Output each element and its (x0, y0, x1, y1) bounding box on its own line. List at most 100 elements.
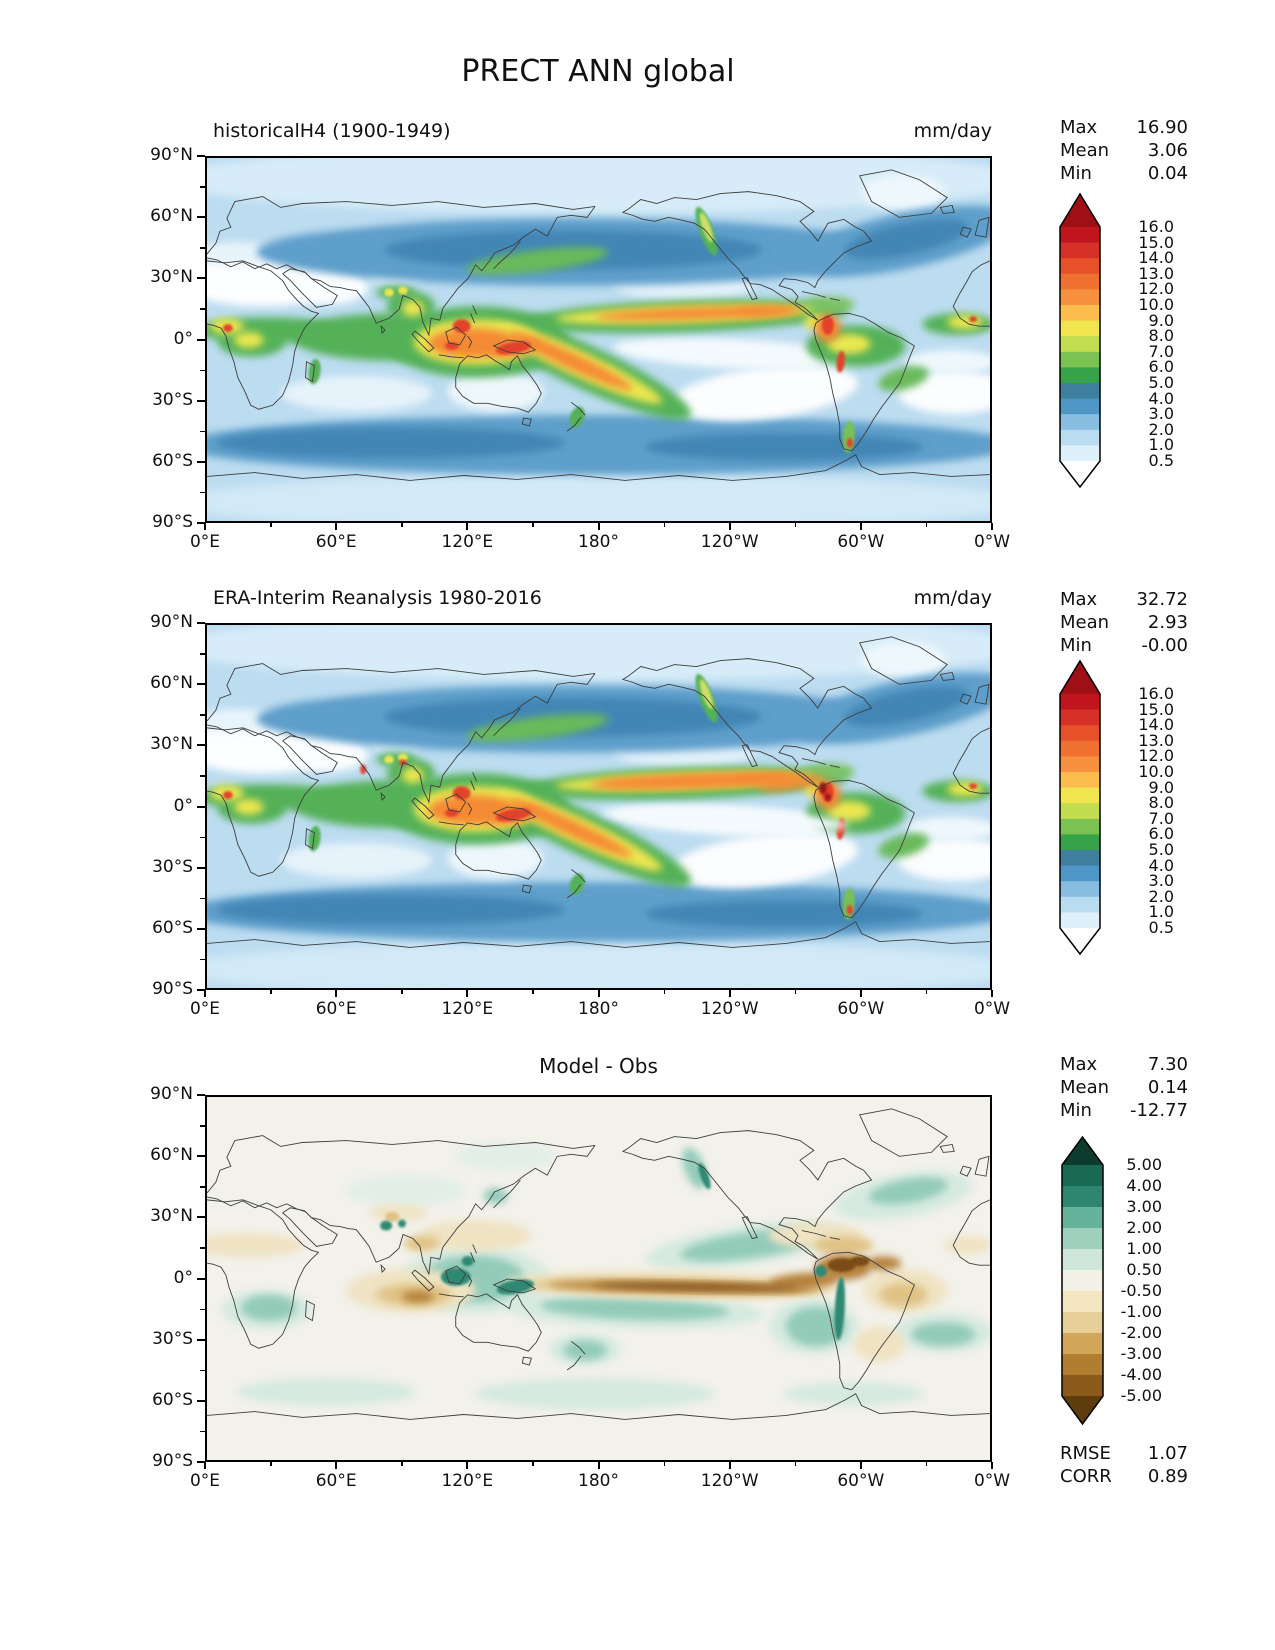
map-model (205, 156, 992, 523)
colorbar-tick-label: 16.0 (1138, 684, 1174, 703)
x-tick-label: 0°E (189, 1471, 221, 1491)
y-tick (197, 989, 205, 991)
x-minor-tick (532, 1462, 534, 1466)
stat-row: Min -0.00 (1060, 634, 1188, 657)
x-tick-label: 120°E (441, 1471, 494, 1491)
colorbar-tick-label: 3.00 (1126, 1197, 1162, 1216)
y-minor-tick (200, 1308, 205, 1311)
stat-row: Min -12.77 (1060, 1099, 1188, 1122)
x-tick (466, 523, 469, 530)
y-tick-label: 90°S (152, 1451, 193, 1471)
x-tick (728, 523, 731, 530)
stat-value: 0.89 (1147, 1466, 1188, 1487)
panel-units-model: mm/day (913, 120, 992, 142)
stat-row: Min 0.04 (1060, 162, 1188, 185)
stat-row: CORR 0.89 (1060, 1465, 1188, 1488)
x-minor-tick (401, 1462, 403, 1466)
x-minor-tick (532, 990, 534, 994)
y-tick (197, 522, 205, 524)
x-tick-label: 60°E (315, 532, 357, 552)
y-tick (197, 338, 205, 341)
panel-title-model: historicalH4 (1900-1949) (213, 120, 451, 142)
x-tick (597, 523, 600, 530)
colorbar-tick-label: 7.0 (1148, 341, 1174, 361)
x-tick-label: 0°W (973, 999, 1011, 1019)
y-minor-tick (200, 775, 205, 777)
x-tick (728, 1462, 731, 1469)
y-tick-label: 0° (173, 795, 193, 816)
stat-value: 3.06 (1147, 140, 1188, 161)
x-minor-tick (401, 990, 403, 994)
figure-title: PRECT ANN global (461, 54, 735, 89)
colorbar-tick-label: -1.00 (1120, 1302, 1162, 1321)
stats-block-rmse-corr: RMSE 1.07 CORR 0.89 (1060, 1442, 1188, 1488)
x-tick (859, 523, 862, 530)
y-minor-tick (200, 186, 205, 188)
x-tick (991, 1462, 993, 1469)
panel-title-reanalysis: ERA-Interim Reanalysis 1980-2016 (213, 587, 542, 609)
stat-row: Max 32.72 (1060, 588, 1188, 611)
stat-row: Mean 3.06 (1060, 139, 1188, 162)
x-tick-label: 0°W (973, 1471, 1011, 1491)
colorbar-tick-label: 6.0 (1148, 357, 1174, 377)
y-tick (197, 1399, 205, 1402)
colorbar-tick-label: 7.0 (1148, 808, 1174, 828)
colorbar-tick-label: 8.0 (1148, 326, 1174, 346)
x-tick-label: 180° (578, 532, 619, 552)
x-minor-tick (663, 1462, 666, 1466)
stat-value: -12.77 (1129, 1100, 1188, 1121)
x-tick-label: 60°E (315, 999, 357, 1019)
y-tick (197, 277, 205, 280)
y-minor-tick (200, 369, 205, 372)
y-tick-label: 30°S (152, 856, 193, 877)
colorbar-tick-label: 0.5 (1148, 451, 1174, 470)
colorbar-tick-label: 2.0 (1148, 419, 1174, 439)
y-tick (197, 1155, 205, 1158)
colorbar-tick-label: -3.00 (1120, 1344, 1162, 1363)
stat-label: Mean (1060, 1077, 1110, 1098)
x-tick (597, 990, 600, 997)
colorbar-tick-label: -2.00 (1120, 1323, 1162, 1342)
x-tick (335, 1462, 338, 1469)
colorbar-tick-label: 6.0 (1148, 824, 1174, 844)
stats-block-model: Max 16.90 Mean 3.06 Min 0.04 (1060, 116, 1188, 185)
colorbar-tick-label: 4.00 (1126, 1176, 1162, 1195)
x-minor-tick (532, 523, 534, 527)
y-tick-label: 90°S (152, 979, 193, 999)
x-tick-label: 180° (578, 999, 619, 1019)
x-tick (597, 1462, 600, 1469)
colorbar-tick-label: 4.0 (1148, 388, 1174, 408)
x-minor-tick (794, 1462, 797, 1466)
colorbar-tick-label: 16.0 (1138, 217, 1174, 236)
x-tick (728, 990, 731, 997)
stat-value: -0.00 (1141, 635, 1188, 656)
stat-row: Max 16.90 (1060, 116, 1188, 139)
y-tick-label: 60°S (152, 1389, 193, 1410)
y-tick (197, 1338, 205, 1341)
y-tick-label: 90°N (150, 1084, 193, 1104)
stats-block-difference: Max 7.30 Mean 0.14 Min -12.77 (1060, 1053, 1188, 1122)
x-minor-tick (925, 523, 928, 527)
colorbar-tick-label: -4.00 (1120, 1365, 1162, 1384)
colorbar-tick-label: 5.0 (1148, 373, 1174, 392)
stat-row: Mean 0.14 (1060, 1076, 1188, 1099)
x-tick (859, 990, 862, 997)
x-tick (204, 1462, 206, 1469)
y-tick (197, 1094, 205, 1096)
x-tick-label: 120°E (441, 999, 494, 1019)
stat-label: Max (1060, 1054, 1098, 1075)
stat-label: Min (1060, 1100, 1092, 1121)
colorbar-tick-label: 8.0 (1148, 793, 1174, 813)
stat-value: 32.72 (1136, 589, 1188, 610)
y-tick (197, 683, 205, 686)
x-tick-label: 60°W (837, 1471, 885, 1491)
y-tick-label: 0° (173, 1267, 193, 1288)
y-minor-tick (200, 1247, 205, 1249)
stat-row: RMSE 1.07 (1060, 1442, 1188, 1465)
x-minor-tick (925, 990, 928, 994)
stat-value: 0.04 (1147, 163, 1188, 184)
x-tick (466, 990, 469, 997)
x-tick-label: 180° (578, 1471, 619, 1491)
colorbar-tick-label: 10.0 (1138, 762, 1174, 781)
y-minor-tick (200, 958, 205, 961)
